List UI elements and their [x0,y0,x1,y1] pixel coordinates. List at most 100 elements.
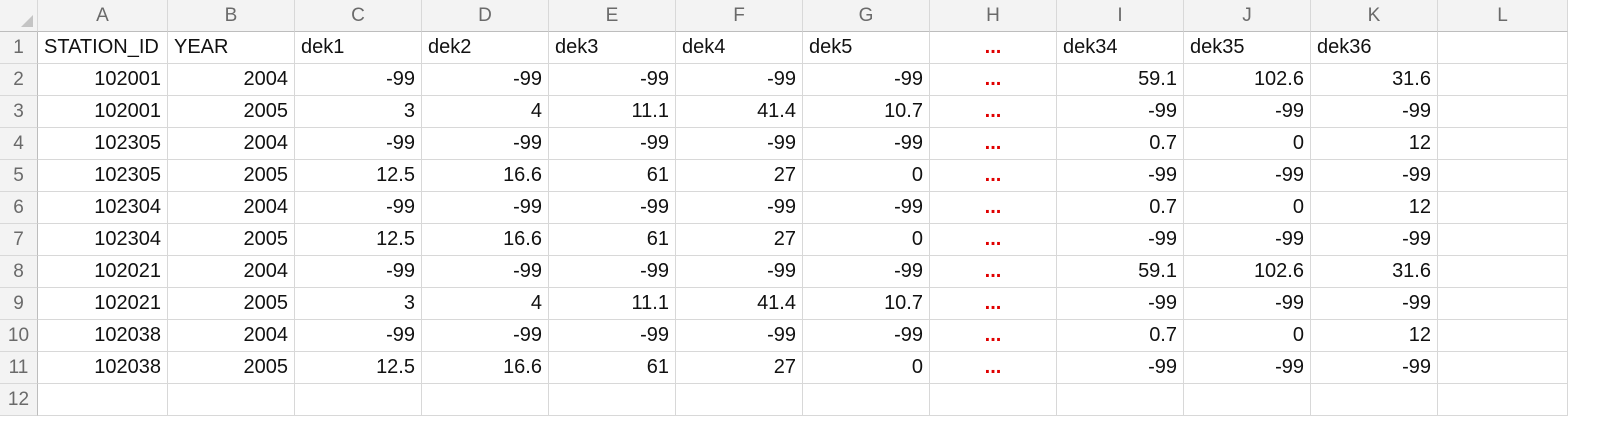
cell-g5[interactable]: 0 [803,160,930,192]
cell-h7[interactable]: ... [930,224,1057,256]
cell-l8[interactable] [1438,256,1568,288]
cell-b10[interactable]: 2004 [168,320,295,352]
cell-a6[interactable]: 102304 [38,192,168,224]
cell-k7[interactable]: -99 [1311,224,1438,256]
cell-i10[interactable]: 0.7 [1057,320,1184,352]
cell-d3[interactable]: 4 [422,96,549,128]
cell-i1[interactable]: dek34 [1057,32,1184,64]
cell-a7[interactable]: 102304 [38,224,168,256]
cell-c7[interactable]: 12.5 [295,224,422,256]
cell-k4[interactable]: 12 [1311,128,1438,160]
cell-a12[interactable] [38,384,168,416]
cell-c8[interactable]: -99 [295,256,422,288]
cell-h8[interactable]: ... [930,256,1057,288]
cell-c1[interactable]: dek1 [295,32,422,64]
cell-k6[interactable]: 12 [1311,192,1438,224]
cell-j11[interactable]: -99 [1184,352,1311,384]
cell-d5[interactable]: 16.6 [422,160,549,192]
cell-j3[interactable]: -99 [1184,96,1311,128]
cell-e4[interactable]: -99 [549,128,676,160]
row-number-2[interactable]: 2 [0,64,38,96]
cell-g6[interactable]: -99 [803,192,930,224]
cell-a4[interactable]: 102305 [38,128,168,160]
cell-j5[interactable]: -99 [1184,160,1311,192]
cell-l11[interactable] [1438,352,1568,384]
cell-k11[interactable]: -99 [1311,352,1438,384]
cell-b12[interactable] [168,384,295,416]
cell-d1[interactable]: dek2 [422,32,549,64]
cell-b11[interactable]: 2005 [168,352,295,384]
cell-f5[interactable]: 27 [676,160,803,192]
cell-f11[interactable]: 27 [676,352,803,384]
cell-k5[interactable]: -99 [1311,160,1438,192]
cell-d10[interactable]: -99 [422,320,549,352]
cell-j1[interactable]: dek35 [1184,32,1311,64]
column-header-j[interactable]: J [1184,0,1311,32]
cell-e9[interactable]: 11.1 [549,288,676,320]
cell-d12[interactable] [422,384,549,416]
cell-e3[interactable]: 11.1 [549,96,676,128]
cell-k9[interactable]: -99 [1311,288,1438,320]
cell-c10[interactable]: -99 [295,320,422,352]
cell-l5[interactable] [1438,160,1568,192]
cell-i11[interactable]: -99 [1057,352,1184,384]
cell-g10[interactable]: -99 [803,320,930,352]
cell-g12[interactable] [803,384,930,416]
column-header-i[interactable]: I [1057,0,1184,32]
cell-i9[interactable]: -99 [1057,288,1184,320]
cell-b8[interactable]: 2004 [168,256,295,288]
cell-h2[interactable]: ... [930,64,1057,96]
column-header-g[interactable]: G [803,0,930,32]
cell-k8[interactable]: 31.6 [1311,256,1438,288]
cell-c2[interactable]: -99 [295,64,422,96]
cell-c3[interactable]: 3 [295,96,422,128]
cell-f10[interactable]: -99 [676,320,803,352]
column-header-e[interactable]: E [549,0,676,32]
cell-d4[interactable]: -99 [422,128,549,160]
cell-e8[interactable]: -99 [549,256,676,288]
cell-j7[interactable]: -99 [1184,224,1311,256]
cell-f9[interactable]: 41.4 [676,288,803,320]
cell-e6[interactable]: -99 [549,192,676,224]
cell-d8[interactable]: -99 [422,256,549,288]
cell-c12[interactable] [295,384,422,416]
cell-d7[interactable]: 16.6 [422,224,549,256]
cell-j10[interactable]: 0 [1184,320,1311,352]
cell-e1[interactable]: dek3 [549,32,676,64]
cell-l7[interactable] [1438,224,1568,256]
cell-g4[interactable]: -99 [803,128,930,160]
cell-l12[interactable] [1438,384,1568,416]
cell-j2[interactable]: 102.6 [1184,64,1311,96]
cell-b4[interactable]: 2004 [168,128,295,160]
cell-i4[interactable]: 0.7 [1057,128,1184,160]
row-number-3[interactable]: 3 [0,96,38,128]
cell-g8[interactable]: -99 [803,256,930,288]
column-header-l[interactable]: L [1438,0,1568,32]
cell-k12[interactable] [1311,384,1438,416]
cell-a3[interactable]: 102001 [38,96,168,128]
cell-a9[interactable]: 102021 [38,288,168,320]
cell-f12[interactable] [676,384,803,416]
cell-h1[interactable]: ... [930,32,1057,64]
cell-i12[interactable] [1057,384,1184,416]
cell-e10[interactable]: -99 [549,320,676,352]
cell-b2[interactable]: 2004 [168,64,295,96]
cell-l9[interactable] [1438,288,1568,320]
cell-h6[interactable]: ... [930,192,1057,224]
cell-i3[interactable]: -99 [1057,96,1184,128]
cell-e11[interactable]: 61 [549,352,676,384]
cell-k3[interactable]: -99 [1311,96,1438,128]
select-all-corner[interactable] [0,0,38,32]
row-number-9[interactable]: 9 [0,288,38,320]
column-header-f[interactable]: F [676,0,803,32]
cell-h5[interactable]: ... [930,160,1057,192]
cell-j4[interactable]: 0 [1184,128,1311,160]
cell-a11[interactable]: 102038 [38,352,168,384]
cell-b9[interactable]: 2005 [168,288,295,320]
row-number-12[interactable]: 12 [0,384,38,416]
row-number-6[interactable]: 6 [0,192,38,224]
cell-i5[interactable]: -99 [1057,160,1184,192]
cell-l1[interactable] [1438,32,1568,64]
cell-l4[interactable] [1438,128,1568,160]
column-header-c[interactable]: C [295,0,422,32]
